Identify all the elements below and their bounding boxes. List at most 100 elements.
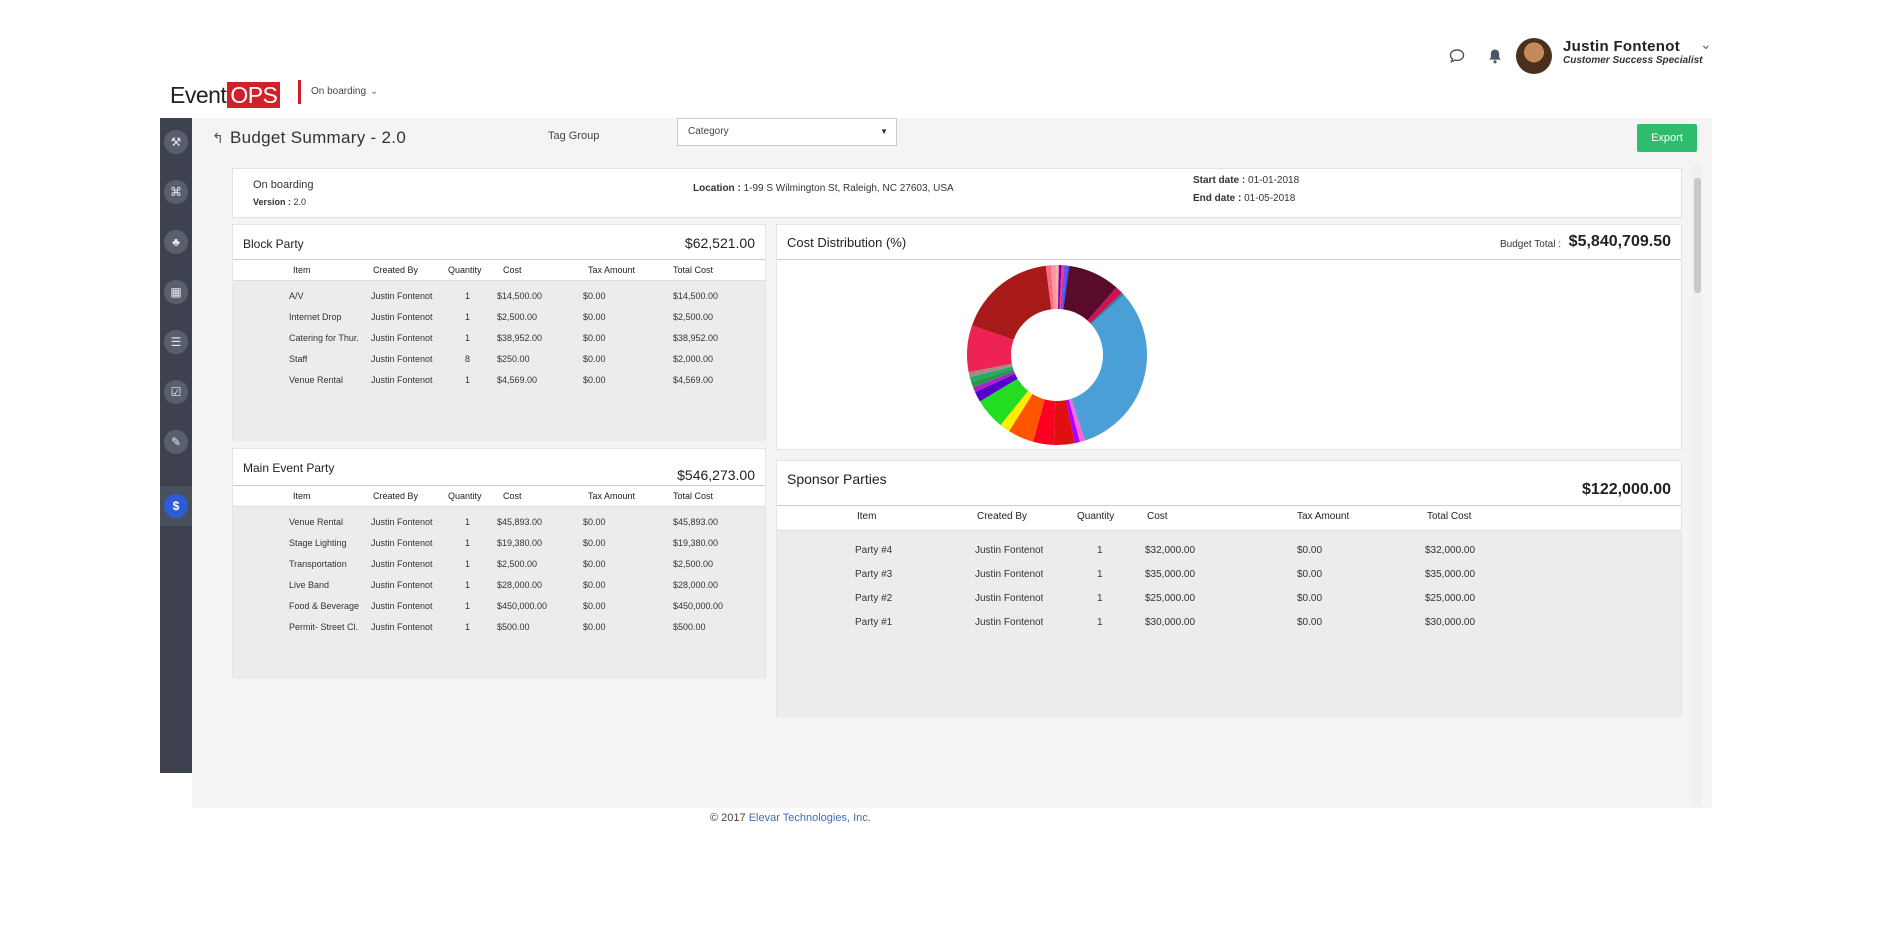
info-version: Version : 2.0	[253, 197, 307, 207]
table-header: Item Created By Quantity Cost Tax Amount…	[233, 485, 765, 507]
sponsor-parties-panel: Sponsor Parties $122,000.00 Item Created…	[776, 460, 1682, 717]
info-project-name: On boarding	[253, 179, 314, 191]
table-row[interactable]: Permit- Street Cl... Justin Fontenot 1 $500…	[289, 622, 706, 632]
table-row[interactable]: Catering for Thur... Justin Fontenot 1 $38,…	[289, 333, 719, 343]
table-body: Party #4 Justin Fontenot 1 $32,000.00 $0.00 $…	[777, 531, 1681, 717]
pie-slice[interactable]	[1053, 400, 1075, 445]
col-total: Total Cost	[673, 265, 714, 275]
panel-total: $62,521.00	[684, 235, 755, 251]
sidebar-dashboard-icon[interactable]: ⚒	[164, 130, 188, 154]
pie-slice[interactable]	[975, 373, 1018, 402]
app-logo[interactable]: Event OPS	[170, 82, 281, 109]
footer: © 2017 Elevar Technologies, Inc.	[710, 812, 871, 824]
sidebar-attachment-icon[interactable]: ✎	[164, 430, 188, 454]
table-row[interactable]: Staff Justin Fontenot 8 $250.00 $0.00 $2,000.…	[289, 354, 714, 364]
pie-slice[interactable]	[969, 366, 1014, 383]
scrollbar-track[interactable]	[1692, 166, 1702, 806]
pie-slice[interactable]	[1009, 393, 1045, 442]
cost-distribution-panel: Cost Distribution (%) Budget Total : $5,…	[776, 224, 1682, 450]
table-row[interactable]: A/V Justin Fontenot 1 $14,500.00 $0.00 $14,50…	[289, 291, 719, 301]
table-row[interactable]: Transportation Justin Fontenot 1 $2,500.00 $…	[289, 559, 714, 569]
pie-slice[interactable]	[1056, 265, 1059, 310]
table-row[interactable]: Party #1 Justin Fontenot 1 $30,000.00 $0.00 $…	[855, 617, 1476, 628]
sidebar-org-icon[interactable]: ⌘	[164, 180, 188, 204]
panel-title: Sponsor Parties	[787, 471, 887, 487]
pie-slice[interactable]	[1057, 265, 1062, 310]
user-avatar[interactable]	[1516, 38, 1552, 74]
main-content: ↰ Budget Summary - 2.0 Tag Group Categor…	[192, 118, 1712, 808]
user-menu-chevron-icon[interactable]: ⌄	[1700, 36, 1712, 52]
top-header: Event OPS On boarding ⌄ Justin Fontenot Cu…	[0, 0, 1884, 115]
pie-slice[interactable]	[1033, 399, 1056, 445]
col-cost: Cost	[503, 265, 522, 275]
col-quantity: Quantity	[1077, 511, 1115, 522]
pie-slice[interactable]	[1068, 398, 1085, 443]
block-party-panel: Block Party $62,521.00 Item Created By Q…	[232, 224, 766, 441]
pie-slice[interactable]	[972, 371, 1016, 393]
sidebar-calendar-icon[interactable]: ▦	[164, 280, 188, 304]
chart-divider	[777, 259, 1681, 260]
table-row[interactable]: Live Band Justin Fontenot 1 $28,000.00 $0.00…	[289, 580, 719, 590]
tag-group-select[interactable]: Category ▼	[677, 118, 897, 146]
bell-icon[interactable]	[1486, 47, 1506, 67]
panel-total: $546,273.00	[677, 467, 755, 483]
pie-slice[interactable]	[1059, 265, 1065, 310]
page-title: Budget Summary - 2.0	[230, 128, 407, 147]
table-row[interactable]: Internet Drop Justin Fontenot 1 $2,500.00 $0…	[289, 312, 714, 322]
col-item: Item	[857, 511, 877, 522]
chat-bubble-icon[interactable]	[1448, 47, 1468, 67]
table-header: Item Created By Quantity Cost Tax Amount…	[777, 505, 1681, 531]
sidebar-budget-icon[interactable]: $	[164, 494, 188, 518]
table-row[interactable]: Party #2 Justin Fontenot 1 $25,000.00 $0.00 $…	[855, 593, 1476, 604]
pie-slice[interactable]	[979, 378, 1029, 426]
table-row[interactable]: Venue Rental Justin Fontenot 1 $45,893.00 $0…	[289, 517, 719, 527]
col-item: Item	[293, 265, 311, 275]
info-end-date: End date : 01-05-2018	[1193, 193, 1296, 204]
table-row[interactable]: Food & Beverage Justin Fontenot 1 $450,000.…	[289, 601, 724, 611]
pie-slice[interactable]	[967, 325, 1014, 373]
caret-down-icon: ▼	[880, 127, 888, 136]
panel-title: Block Party	[243, 237, 304, 251]
col-item: Item	[293, 491, 311, 501]
table-row[interactable]: Venue Rental Justin Fontenot 1 $4,569.00 $0.…	[289, 375, 714, 385]
sidebar-group-icon[interactable]: ♣	[164, 230, 188, 254]
pie-slice[interactable]	[1071, 294, 1147, 441]
pie-slice[interactable]	[1066, 399, 1080, 444]
user-name: Justin Fontenot	[1563, 38, 1680, 55]
col-total: Total Cost	[673, 491, 714, 501]
table-row[interactable]: Stage Lighting Justin Fontenot 1 $19,380.00…	[289, 538, 719, 548]
pie-slice[interactable]	[1061, 265, 1070, 310]
pie-slice[interactable]	[1050, 265, 1057, 310]
pie-slice[interactable]	[1090, 292, 1124, 325]
budget-total-value: $5,840,709.50	[1568, 233, 1671, 250]
tag-group-value: Category	[688, 126, 729, 137]
pie-slice[interactable]	[1045, 265, 1054, 310]
table-row[interactable]: Party #3 Justin Fontenot 1 $35,000.00 $0.00 $…	[855, 569, 1476, 580]
table-header: Item Created By Quantity Cost Tax Amount…	[233, 259, 765, 281]
pie-slice[interactable]	[968, 363, 1013, 378]
scrollbar-thumb[interactable]	[1694, 178, 1701, 293]
info-start-date: Start date : 01-01-2018	[1193, 175, 1300, 186]
main-event-party-panel: Main Event Party $546,273.00 Item Create…	[232, 448, 766, 679]
pie-slice[interactable]	[1000, 390, 1033, 432]
col-quantity: Quantity	[448, 491, 482, 501]
pie-slice[interactable]	[1063, 265, 1117, 321]
col-cost: Cost	[503, 491, 522, 501]
pie-slice[interactable]	[1087, 287, 1123, 324]
pie-slice[interactable]	[972, 265, 1052, 340]
table-row[interactable]: Party #4 Justin Fontenot 1 $32,000.00 $0.00 $…	[855, 545, 1476, 556]
col-created-by: Created By	[977, 511, 1028, 522]
pie-slice[interactable]	[971, 368, 1015, 388]
col-tax: Tax Amount	[1297, 511, 1350, 522]
sidebar-checklist-icon[interactable]: ☑	[164, 380, 188, 404]
budget-total-label: Budget Total :	[1500, 239, 1561, 250]
info-location: Location : 1-99 S Wilmington St, Raleigh…	[693, 183, 954, 194]
export-button[interactable]: Export	[1637, 124, 1697, 152]
footer-company-link[interactable]: Elevar Technologies, Inc.	[748, 812, 871, 824]
back-arrow-icon[interactable]: ↰	[212, 130, 224, 146]
user-role: Customer Success Specialist	[1563, 55, 1703, 66]
project-switcher[interactable]: On boarding ⌄	[298, 80, 378, 104]
panel-title: Main Event Party	[243, 461, 335, 475]
pie-slice[interactable]	[1060, 265, 1067, 310]
sidebar-chart-icon[interactable]: ☰	[164, 330, 188, 354]
